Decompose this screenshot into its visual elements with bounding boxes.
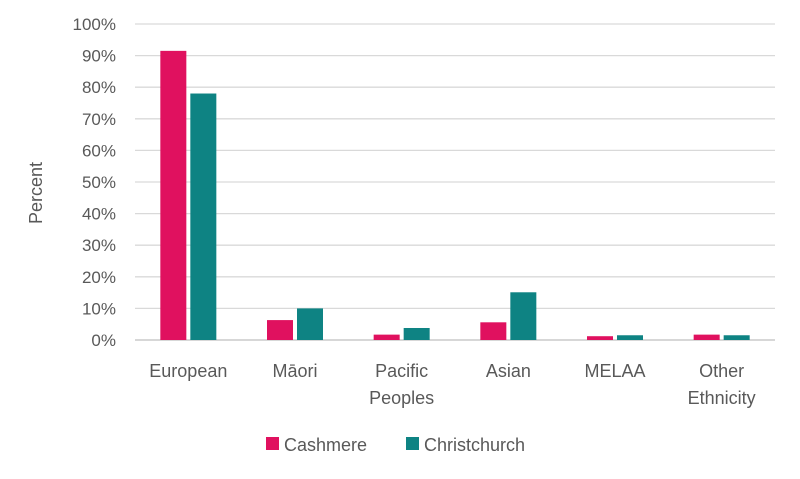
legend-label-cashmere: Cashmere — [284, 435, 367, 455]
legend-swatch-cashmere — [266, 437, 279, 450]
legend-label-christchurch: Christchurch — [424, 435, 525, 455]
bar-christchurch-5 — [723, 335, 750, 340]
gridlines — [135, 23, 775, 341]
bar-christchurch-1 — [297, 308, 323, 340]
x-category-label: European — [149, 361, 227, 381]
y-axis-title: Percent — [26, 162, 46, 224]
y-tick-label: 30% — [82, 236, 116, 255]
x-category-label: Asian — [486, 361, 531, 381]
y-tick-label: 60% — [82, 141, 116, 160]
x-category-label: Māori — [272, 361, 317, 381]
bar-christchurch-3 — [510, 292, 537, 340]
x-category-label: Other Ethnicity — [688, 361, 756, 408]
bar-christchurch-2 — [403, 327, 430, 340]
bar-cashmere-4 — [587, 336, 613, 340]
legend-swatch-christchurch — [406, 437, 419, 450]
x-category-labels: European Māori Pacific Peoples Asian MELAA Oth… — [149, 361, 755, 408]
bar-christchurch-0 — [190, 93, 217, 341]
x-category-label: MELAA — [584, 361, 645, 381]
legend: Cashmere Christchurch — [266, 435, 525, 455]
y-tick-label: 50% — [82, 173, 116, 192]
y-tick-label: 80% — [82, 78, 116, 97]
x-category-label: Pacific Peoples — [369, 361, 434, 408]
bar-cashmere-1 — [267, 320, 293, 340]
y-tick-label: 20% — [82, 268, 116, 287]
bar-christchurch-4 — [617, 335, 643, 340]
y-tick-label: 70% — [82, 110, 116, 129]
bar-cashmere-3 — [480, 322, 507, 340]
y-tick-label: 90% — [82, 47, 116, 66]
y-tick-label: 10% — [82, 299, 116, 318]
bar-cashmere-0 — [160, 50, 187, 341]
bar-cashmere-2 — [373, 334, 400, 340]
y-tick-label: 0% — [91, 331, 116, 350]
bars — [160, 50, 750, 341]
y-tick-label: 100% — [73, 15, 116, 34]
y-tick-label: 40% — [82, 205, 116, 224]
bar-cashmere-5 — [693, 334, 720, 340]
y-tick-labels: 0% 10% 20% 30% 40% 50% 60% 70% 80% 90% 100% — [73, 15, 116, 350]
